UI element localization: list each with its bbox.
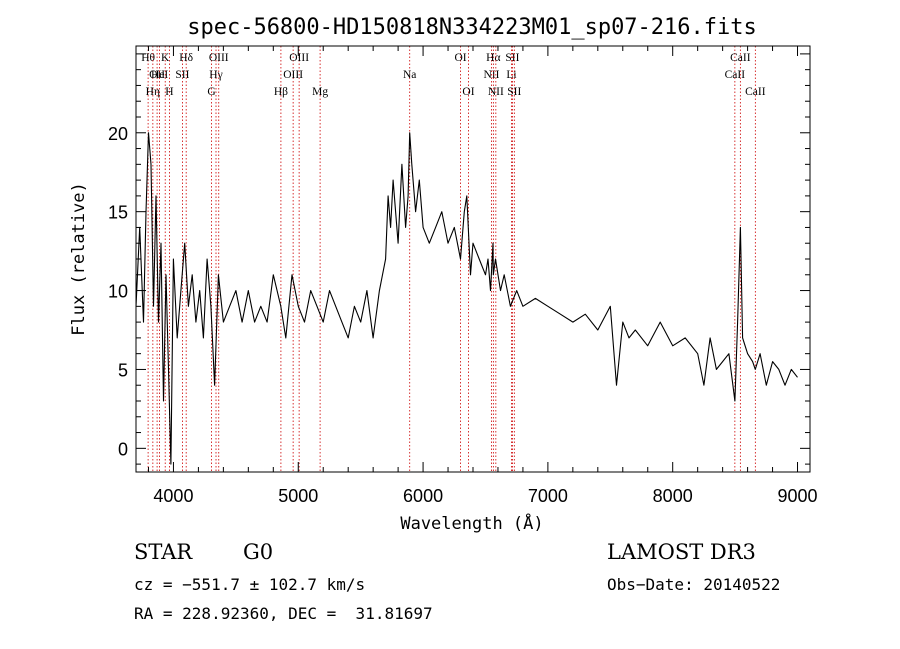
- x-tick-label: 5000: [278, 486, 318, 506]
- line-marker-label: G: [207, 86, 215, 98]
- line-marker-label: H: [165, 86, 173, 98]
- line-marker-label: CaII: [730, 52, 751, 64]
- line-marker-label: Hα: [486, 52, 500, 64]
- y-tick-label: 5: [118, 360, 128, 380]
- line-marker-label: Hγ: [209, 69, 222, 81]
- line-marker-label: Na: [403, 69, 416, 81]
- y-tick-label: 10: [108, 282, 128, 302]
- x-tick-label: 9000: [777, 486, 817, 506]
- survey-label: LAMOST DR3: [607, 540, 756, 564]
- line-marker-label: Li: [506, 69, 516, 81]
- line-marker-label: OI: [462, 86, 474, 98]
- y-axis: 0 5 10 15 20: [108, 53, 810, 465]
- x-tick-label: 7000: [528, 486, 568, 506]
- y-tick-label: 15: [108, 203, 128, 223]
- x-axis-label: Wavelength (Å): [400, 512, 543, 534]
- line-marker-label: Hθ: [141, 52, 155, 64]
- x-tick-label: 6000: [403, 486, 443, 506]
- line-marker-label: NII: [483, 69, 499, 81]
- coordinates-readout: RA = 228.92360, DEC = 31.81697: [134, 604, 433, 623]
- line-marker-label: OI: [454, 52, 466, 64]
- plot-frame: [135, 45, 811, 473]
- redshift-readout: cz = −551.7 ± 102.7 km/s: [134, 575, 366, 594]
- line-marker-label: Hδ: [179, 52, 193, 64]
- line-marker-label: OII: [149, 69, 165, 81]
- line-marker-label: OIII: [209, 52, 229, 64]
- line-marker-label: CaII: [725, 69, 746, 81]
- line-marker-label: CaII: [745, 86, 766, 98]
- class-label: STAR: [134, 540, 193, 564]
- chart-title: spec-56800-HD150818N334223M01_sp07-216.f…: [187, 15, 757, 40]
- y-tick-label: 20: [108, 124, 128, 144]
- spectrum-line: [135, 132, 798, 465]
- line-marker-label: K: [161, 52, 170, 64]
- x-tick-label: 8000: [653, 486, 693, 506]
- line-marker-label: SII: [505, 52, 519, 64]
- spectrum-series: [135, 132, 798, 465]
- line-markers: HθHηOIIHeIKHSIIHδGHγOIIIHβOIIIOIIIMgNaOI…: [141, 46, 766, 472]
- line-marker-label: Mg: [312, 86, 328, 98]
- y-axis-label: Flux (relative): [69, 182, 89, 336]
- x-axis: 4000 5000 6000 7000 8000 9000: [147, 46, 818, 506]
- subclass-label: G0: [243, 540, 274, 564]
- obs-date-readout: Obs−Date: 20140522: [607, 575, 781, 594]
- line-marker-label: SII: [507, 86, 521, 98]
- line-marker-label: NII: [488, 86, 504, 98]
- y-tick-label: 0: [118, 439, 128, 459]
- line-marker-label: OIII: [289, 52, 309, 64]
- line-marker-label: Hη: [146, 86, 160, 98]
- x-tick-label: 4000: [153, 486, 193, 506]
- line-marker-label: Hβ: [274, 86, 288, 98]
- line-marker-label: SII: [175, 69, 189, 81]
- line-marker-label: HeI: [151, 69, 168, 81]
- line-marker-label: OIII: [283, 69, 303, 81]
